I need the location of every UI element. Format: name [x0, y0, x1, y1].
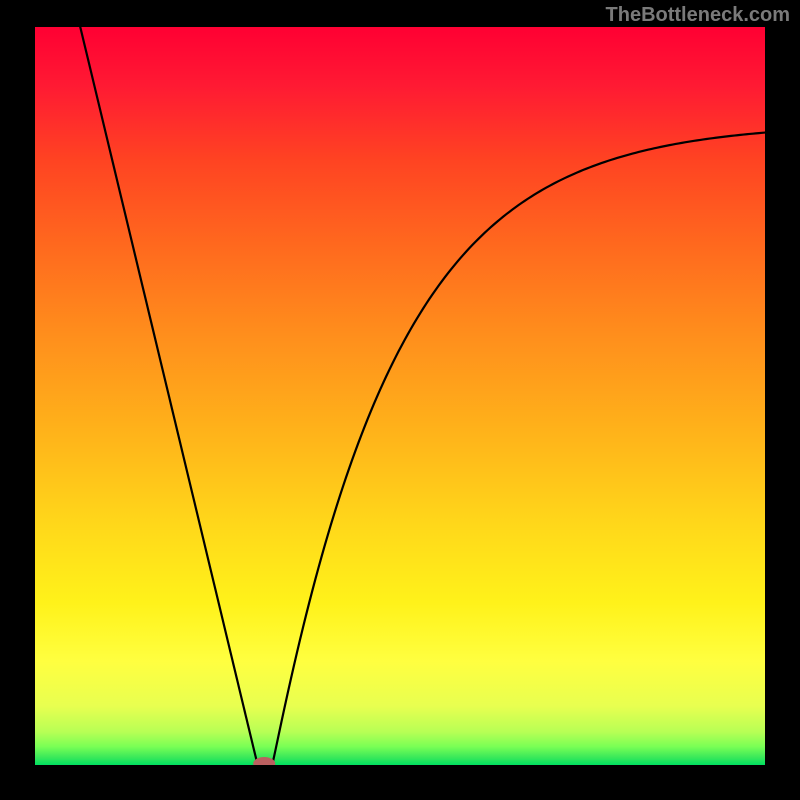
- plot-area: [35, 27, 765, 765]
- gradient-background: [35, 27, 765, 765]
- outer-frame: TheBottleneck.com: [0, 0, 800, 800]
- chart-svg: [35, 27, 765, 765]
- watermark-text: TheBottleneck.com: [606, 4, 790, 27]
